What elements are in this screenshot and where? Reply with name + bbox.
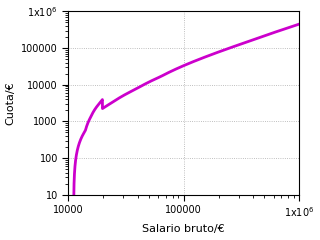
X-axis label: Salario bruto/€: Salario bruto/€: [142, 224, 225, 234]
Y-axis label: Cuota/€: Cuota/€: [5, 81, 16, 125]
